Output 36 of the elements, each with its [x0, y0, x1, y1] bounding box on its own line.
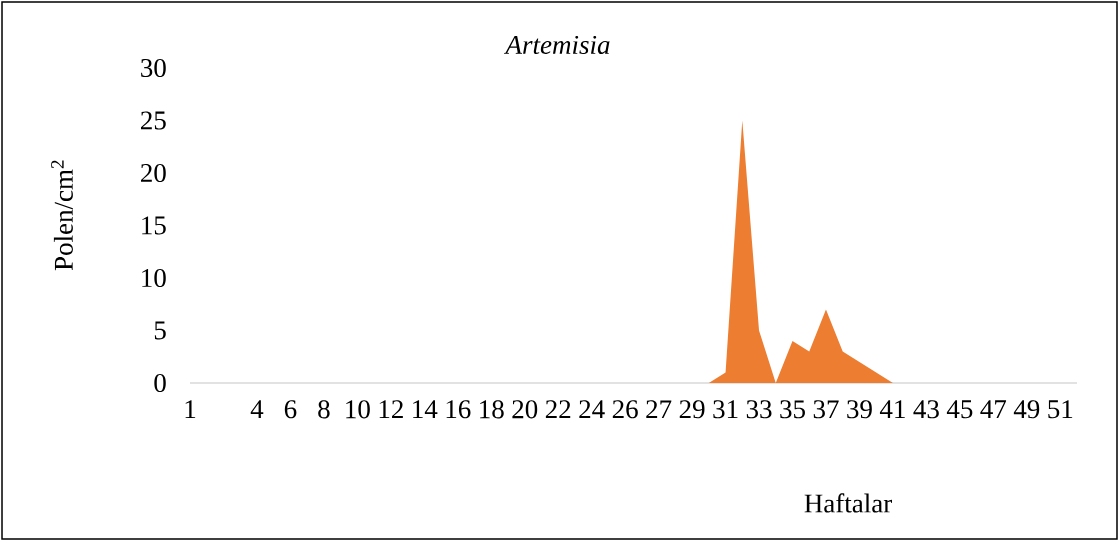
y-tick-label: 5 — [154, 321, 166, 340]
x-tick-label: 12 — [379, 400, 403, 419]
x-tick-label: 45 — [946, 400, 973, 419]
x-tick-label: 16 — [446, 400, 471, 419]
x-tick-label: 39 — [847, 400, 872, 419]
x-tick-label: 37 — [813, 400, 839, 419]
x-tick-label: 14 — [413, 400, 438, 419]
x-tick-label: 6 — [284, 400, 297, 419]
x-axis-title: Haftalar — [804, 493, 892, 513]
x-tick-label: 29 — [679, 400, 705, 419]
y-tick-label: 25 — [141, 111, 166, 130]
x-tick-label: 24 — [579, 400, 605, 419]
x-tick-label: 35 — [780, 400, 805, 419]
x-tick-label: 33 — [746, 400, 772, 419]
y-tick-label: 20 — [141, 163, 166, 183]
x-tick-label: 43 — [913, 400, 939, 419]
x-tick-label: 27 — [646, 400, 672, 419]
y-tick-label: 30 — [141, 58, 166, 78]
y-tick-label: 15 — [142, 216, 166, 235]
x-tick-label: 51 — [1048, 400, 1073, 419]
x-tick-label: 8 — [318, 400, 330, 419]
x-tick-label: 26 — [612, 400, 638, 419]
y-tick-label: 0 — [154, 373, 166, 393]
x-tick-label: 41 — [879, 400, 905, 419]
x-tick-label: 31 — [713, 400, 738, 419]
y-tick-label: 10 — [142, 268, 166, 288]
x-tick-label: 47 — [980, 400, 1007, 418]
x-tick-label: 10 — [346, 400, 370, 419]
y-axis-title: Polen/cm$^{2}$ — [51, 160, 73, 271]
x-tick-label: 20 — [512, 400, 538, 419]
x-tick-label: 1 — [185, 400, 196, 419]
x-tick-label: 4 — [250, 400, 264, 418]
x-tick-label: 18 — [480, 400, 504, 419]
x-tick-label: 22 — [545, 400, 571, 419]
x-tick-label: 49 — [1013, 400, 1040, 419]
chart-title: Artemisia — [504, 35, 610, 55]
